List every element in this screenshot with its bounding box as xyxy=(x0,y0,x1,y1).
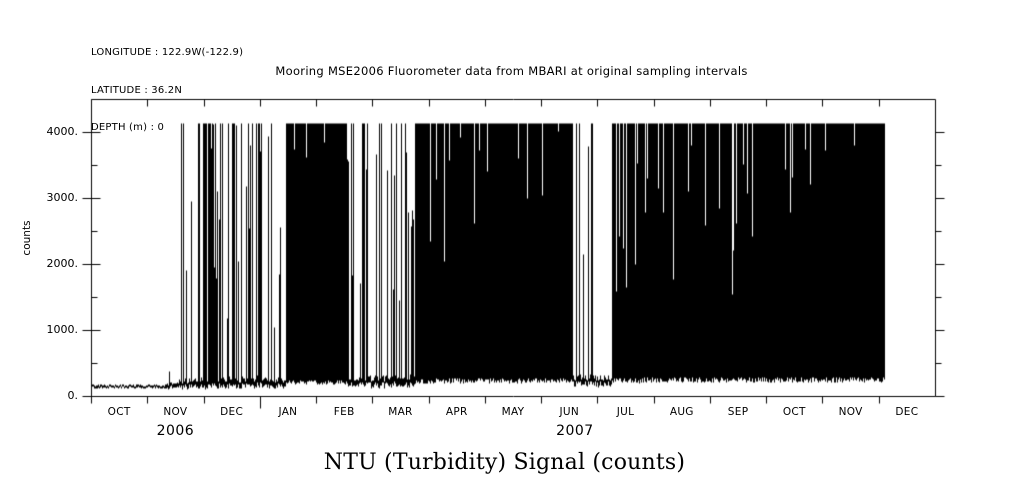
y-tick-label: 4000. xyxy=(46,125,79,138)
y-tick-label: 0. xyxy=(67,389,79,402)
y-tick-label: 1000. xyxy=(46,323,79,336)
figure-caption: NTU (Turbidity) Signal (counts) xyxy=(323,450,686,475)
x-tick-label: NOV xyxy=(838,406,863,418)
y-tick-label: 3000. xyxy=(46,191,79,204)
x-axis-year-label: 2006 xyxy=(156,423,195,439)
x-tick-label: SEP xyxy=(727,406,749,418)
y-axis-title: counts xyxy=(21,220,33,256)
x-axis-year-label: 2007 xyxy=(556,423,594,439)
y-tick-label: 2000. xyxy=(46,257,79,270)
x-tick-label: OCT xyxy=(782,406,806,418)
x-tick-label: MAY xyxy=(501,406,525,418)
x-tick-label: JUN xyxy=(559,406,580,418)
x-tick-label: DEC xyxy=(220,406,244,418)
x-tick-label: DEC xyxy=(895,406,919,418)
x-tick-label: MAR xyxy=(388,406,413,418)
x-tick-label: APR xyxy=(445,406,468,418)
x-tick-label: FEB xyxy=(333,406,355,418)
x-tick-label: AUG xyxy=(669,406,694,418)
x-tick-label: NOV xyxy=(163,406,188,418)
x-tick-label: JUL xyxy=(616,406,635,418)
x-tick-label: OCT xyxy=(107,406,131,418)
x-tick-label: JAN xyxy=(278,406,298,418)
